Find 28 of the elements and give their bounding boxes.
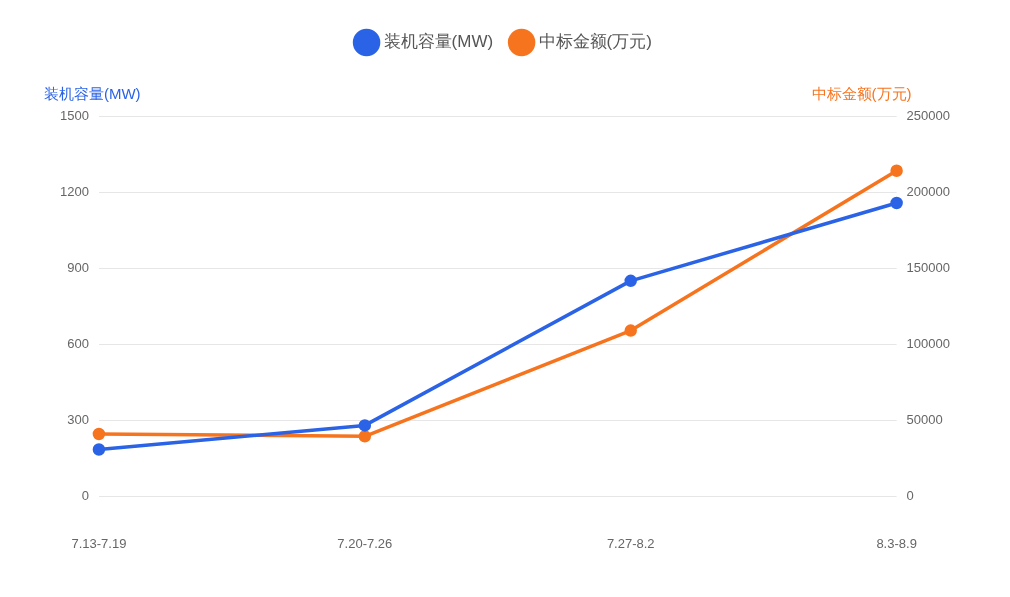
y-tick-label: 600	[67, 335, 89, 351]
y-axis-title: 装机容量(MW)	[43, 84, 141, 102]
x-tick-label: 8.3-8.9	[876, 535, 917, 551]
x-tick-label: 7.13-7.19	[71, 535, 127, 551]
point	[624, 324, 637, 337]
y-tick-label: 0	[81, 487, 89, 503]
y2-tick-label: 0	[906, 487, 914, 503]
point	[358, 419, 372, 432]
y-tick-label: 900	[67, 259, 89, 275]
y-tick-label: 300	[67, 411, 89, 427]
y2-tick-label: 150000	[906, 259, 951, 275]
legend-label: 中标金额(万元)	[538, 32, 652, 52]
x-tick-label: 7.20-7.26	[337, 535, 393, 551]
y2-axis-title: 中标金额(万元)	[811, 84, 912, 102]
x-tick-label: 7.27-8.2	[606, 535, 655, 551]
y2-tick-label: 200000	[906, 183, 951, 199]
y2-tick-label: 100000	[906, 335, 951, 351]
y-tick-label: 1200	[60, 183, 89, 199]
point	[890, 196, 903, 210]
y-tick-label: 1500	[60, 107, 89, 123]
point	[890, 164, 903, 178]
point	[92, 443, 106, 456]
point	[358, 430, 372, 443]
y2-tick-label: 50000	[906, 411, 943, 427]
point	[92, 427, 106, 441]
legend-label: 装机容量(MW)	[383, 32, 494, 52]
y2-tick-label: 250000	[906, 107, 951, 123]
point	[624, 274, 637, 288]
